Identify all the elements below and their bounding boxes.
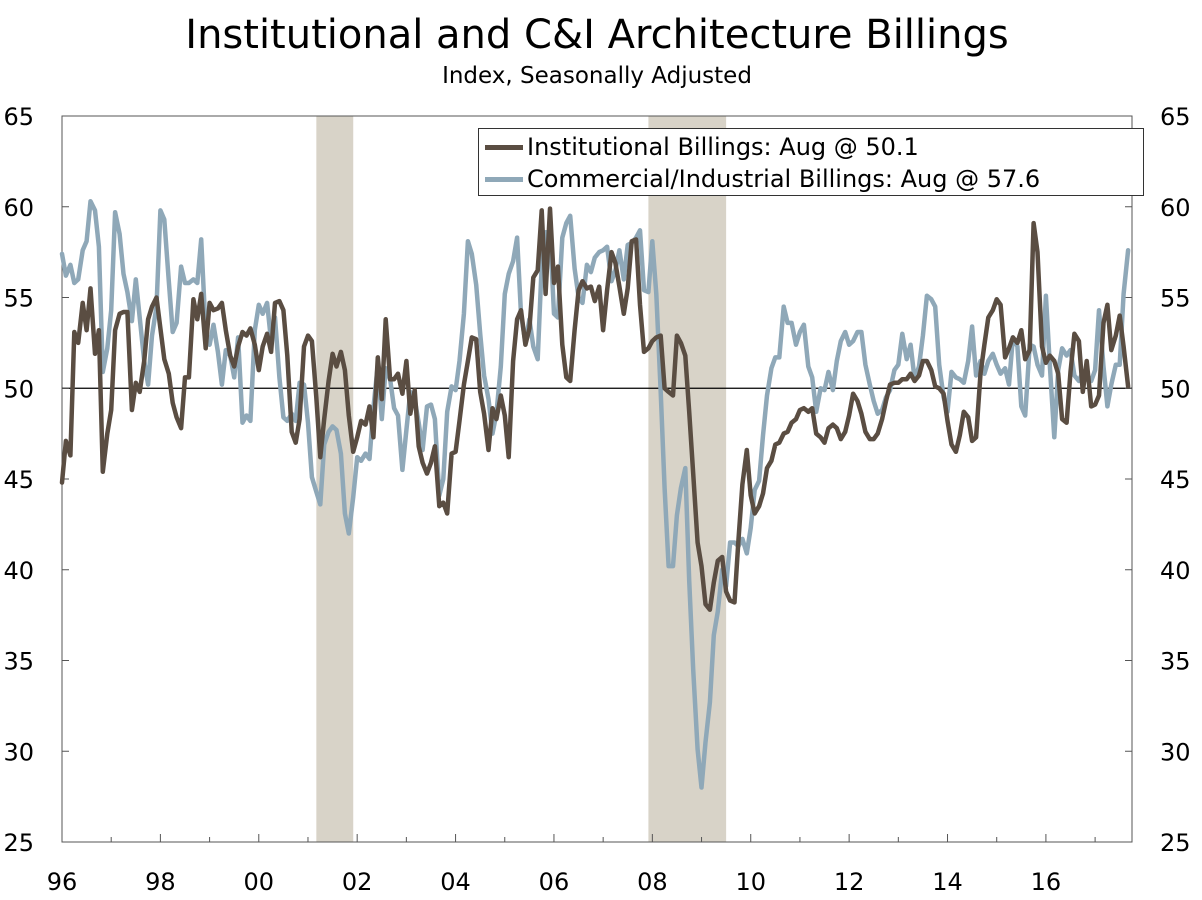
x-tick-label: 06	[539, 868, 570, 896]
y-tick-label-right: 40	[1160, 557, 1191, 585]
series-lines	[59, 199, 1131, 790]
legend-swatch-institutional	[485, 145, 523, 150]
y-tick-label-right: 50	[1160, 375, 1191, 403]
y-tick-label-right: 30	[1160, 738, 1191, 766]
x-tick-label: 02	[342, 868, 373, 896]
x-tick-label: 98	[145, 868, 176, 896]
legend-label-institutional: Institutional Billings: Aug @ 50.1	[527, 133, 919, 161]
y-tick-label-right: 60	[1160, 194, 1191, 222]
x-tick-label: 04	[440, 868, 471, 896]
series-line-commercial-industrial	[59, 199, 1131, 790]
chart-title: Institutional and C&I Architecture Billi…	[185, 12, 1009, 58]
y-tick-label-right: 35	[1160, 648, 1191, 676]
y-tick-label-left: 55	[3, 285, 34, 313]
x-tick-label: 16	[1031, 868, 1062, 896]
y-tick-label-left: 50	[3, 375, 34, 403]
y-tick-label-left: 45	[3, 466, 34, 494]
legend-label-commercial-industrial: Commercial/Industrial Billings: Aug @ 57…	[527, 165, 1041, 193]
x-tick-label: 96	[47, 868, 78, 896]
y-tick-label-right: 25	[1160, 829, 1191, 857]
x-tick-label: 10	[735, 868, 766, 896]
y-axis-right: 25 30 35 40 45 50 55 60 65	[1125, 103, 1191, 857]
y-tick-label-right: 65	[1160, 103, 1191, 131]
x-axis: 96 98 00 02 04 06 08 10 12 14 16	[47, 834, 1096, 896]
y-axis-left: 25 30 35 40 45 50 55 60 65	[3, 103, 69, 857]
y-tick-label-left: 35	[3, 648, 34, 676]
y-tick-label-left: 65	[3, 103, 34, 131]
y-tick-label-left: 25	[3, 829, 34, 857]
y-tick-label-right: 45	[1160, 466, 1191, 494]
chart-subtitle: Index, Seasonally Adjusted	[442, 63, 752, 89]
x-tick-label: 08	[637, 868, 668, 896]
recession-shading-group	[316, 116, 727, 842]
y-tick-label-left: 30	[3, 738, 34, 766]
plot-area-frame	[61, 115, 1133, 843]
x-tick-label: 00	[244, 868, 275, 896]
x-tick-label: 14	[932, 868, 963, 896]
chart-legend: Institutional Billings: Aug @ 50.1 Comme…	[478, 128, 1144, 196]
y-tick-label-left: 60	[3, 194, 34, 222]
x-tick-label: 12	[834, 868, 865, 896]
legend-swatch-commercial-industrial	[485, 177, 523, 182]
y-tick-label-right: 55	[1160, 285, 1191, 313]
y-tick-label-left: 40	[3, 557, 34, 585]
series-line-institutional	[59, 206, 1131, 612]
